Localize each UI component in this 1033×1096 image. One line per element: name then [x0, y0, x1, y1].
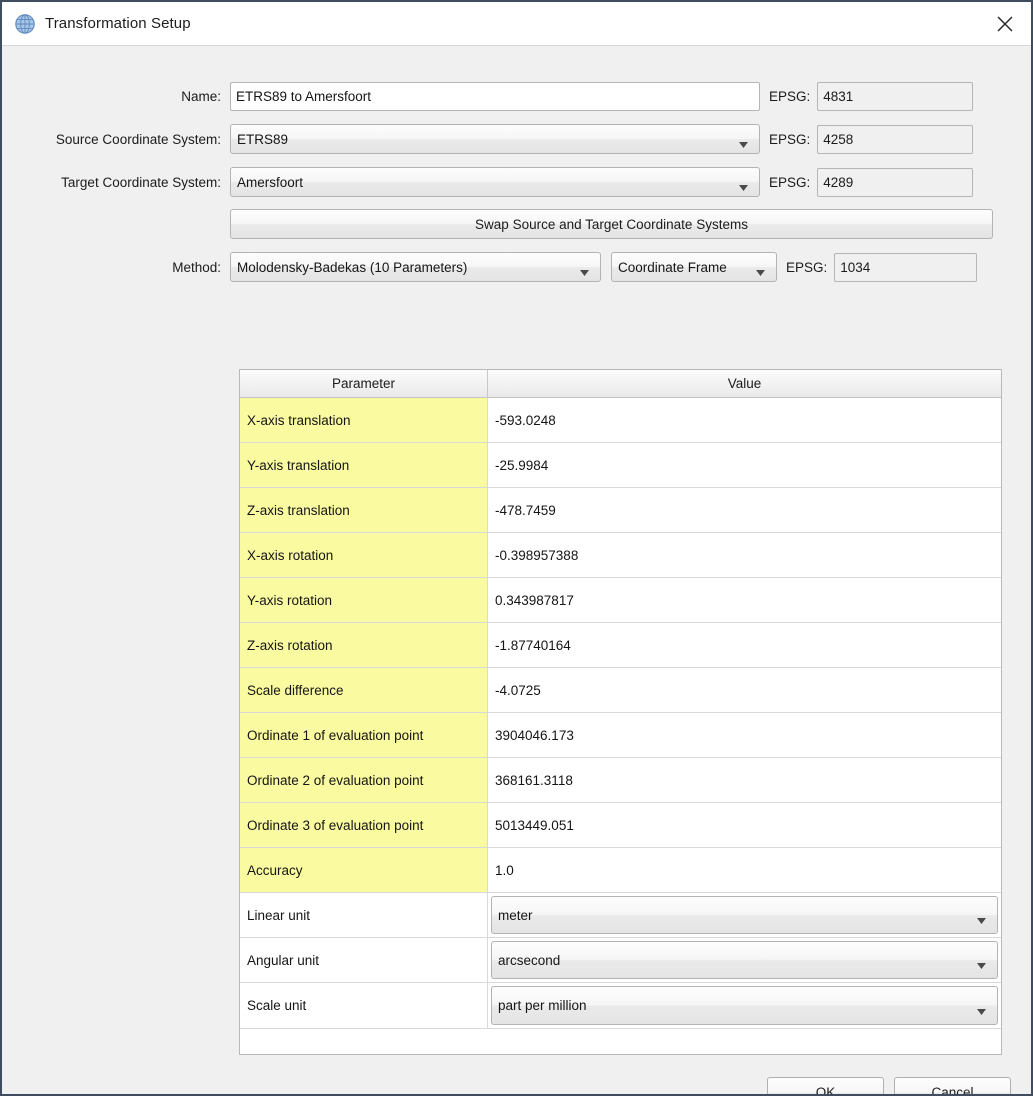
target-coordinate-system-value: Amersfoort [237, 174, 304, 190]
chevron-down-icon [977, 912, 986, 924]
table-row: Linear unit meter [240, 893, 1001, 938]
parameter-name-cell[interactable]: Y-axis rotation [240, 578, 488, 622]
source-coordinate-system-value: ETRS89 [237, 131, 289, 147]
target-epsg-value[interactable]: 4289 [817, 167, 974, 197]
ok-button[interactable]: OK [767, 1077, 884, 1094]
name-epsg-value[interactable]: 4831 [817, 82, 974, 111]
name-row: Name: ETRS89 to Amersfoort EPSG: 4831 [2, 82, 1031, 111]
title-bar: Transformation Setup [2, 2, 1031, 46]
table-body: X-axis translation -593.0248 Y-axis transl… [240, 398, 1001, 1028]
chevron-down-icon [977, 1003, 986, 1015]
method-row: Method: Molodensky-Badekas (10 Parameter… [2, 252, 1031, 282]
method-label: Method: [172, 259, 221, 275]
method-epsg-value[interactable]: 1034 [834, 252, 978, 282]
parameter-name-cell[interactable]: Scale unit [240, 983, 488, 1028]
source-coordinate-system-label: Source Coordinate System: [55, 131, 221, 147]
parameter-name-cell[interactable]: Z-axis rotation [240, 623, 488, 667]
table-row: Y-axis rotation 0.343987817 [240, 578, 1001, 623]
chevron-down-icon [739, 136, 748, 148]
target-coordinate-system-label: Target Coordinate System: [61, 174, 221, 190]
unit-select-value: arcsecond [498, 952, 561, 968]
name-epsg-label: EPSG: [769, 89, 811, 104]
method-select[interactable]: Molodensky-Badekas (10 Parameters) [230, 252, 601, 282]
globe-icon [14, 13, 36, 35]
chevron-down-icon [739, 179, 748, 191]
unit-select[interactable]: arcsecond [491, 941, 998, 979]
parameter-name-cell[interactable]: Angular unit [240, 938, 488, 982]
parameter-name-cell[interactable]: Linear unit [240, 893, 488, 937]
table-row: Scale difference -4.0725 [240, 668, 1001, 713]
cancel-button[interactable]: Cancel [894, 1077, 1011, 1094]
chevron-down-icon [580, 264, 589, 276]
parameter-value-cell[interactable]: -478.7459 [488, 488, 1001, 532]
chevron-down-icon [977, 957, 986, 969]
parameter-name-cell[interactable]: Ordinate 1 of evaluation point [240, 713, 488, 757]
table-row: Angular unit arcsecond [240, 938, 1001, 983]
parameter-name-cell[interactable]: Ordinate 2 of evaluation point [240, 758, 488, 802]
parameter-name-cell[interactable]: Y-axis translation [240, 443, 488, 487]
table-row: Ordinate 3 of evaluation point 5013449.05… [240, 803, 1001, 848]
table-row: Ordinate 1 of evaluation point 3904046.17… [240, 713, 1001, 758]
source-coordinate-system-row: Source Coordinate System: ETRS89 EPSG: 4… [2, 124, 1031, 154]
table-row: Accuracy 1.0 [240, 848, 1001, 893]
parameter-value-cell[interactable]: arcsecond [488, 938, 1001, 982]
parameter-value-cell[interactable]: 3904046.173 [488, 713, 1001, 757]
method-value: Molodensky-Badekas (10 Parameters) [237, 259, 468, 275]
parameter-table: Parameter Value X-axis translation -593.0… [239, 369, 1002, 1055]
parameter-name-cell[interactable]: X-axis translation [240, 398, 488, 442]
close-icon[interactable] [979, 2, 1031, 45]
unit-select[interactable]: meter [491, 896, 998, 934]
swap-source-target-button[interactable]: Swap Source and Target Coordinate System… [230, 209, 993, 239]
name-label: Name: [181, 89, 221, 104]
parameter-name-cell[interactable]: Accuracy [240, 848, 488, 892]
parameter-name-cell[interactable]: Ordinate 3 of evaluation point [240, 803, 488, 847]
table-header-row: Parameter Value [240, 370, 1001, 398]
parameter-name-cell[interactable]: Scale difference [240, 668, 488, 712]
parameter-value-cell[interactable]: -25.9984 [488, 443, 1001, 487]
chevron-down-icon [756, 264, 765, 276]
parameter-value-cell[interactable]: part per million [488, 983, 1001, 1028]
swap-row: Swap Source and Target Coordinate System… [2, 209, 1031, 239]
source-coordinate-system-select[interactable]: ETRS89 [230, 124, 760, 154]
parameter-value-cell[interactable]: -0.398957388 [488, 533, 1001, 577]
table-row: Ordinate 2 of evaluation point 368161.311… [240, 758, 1001, 803]
table-row: X-axis rotation -0.398957388 [240, 533, 1001, 578]
window-title: Transformation Setup [45, 15, 191, 32]
column-header-value[interactable]: Value [727, 376, 762, 391]
parameter-value-cell[interactable]: -4.0725 [488, 668, 1001, 712]
table-row: Scale unit part per million [240, 983, 1001, 1028]
table-row: X-axis translation -593.0248 [240, 398, 1001, 443]
dialog-body: Name: ETRS89 to Amersfoort EPSG: 4831 So… [2, 82, 1031, 1094]
parameter-value-cell[interactable]: -593.0248 [488, 398, 1001, 442]
parameter-value-cell[interactable]: meter [488, 893, 1001, 937]
parameter-name-cell[interactable]: Z-axis translation [240, 488, 488, 532]
column-header-parameter[interactable]: Parameter [240, 370, 488, 397]
table-row: Y-axis translation -25.9984 [240, 443, 1001, 488]
table-row: Z-axis rotation -1.87740164 [240, 623, 1001, 668]
dialog-button-bar: OK Cancel [767, 1077, 1011, 1094]
parameter-value-cell[interactable]: 368161.3118 [488, 758, 1001, 802]
parameter-value-cell[interactable]: -1.87740164 [488, 623, 1001, 667]
parameter-value-cell[interactable]: 0.343987817 [488, 578, 1001, 622]
parameter-value-cell[interactable]: 1.0 [488, 848, 1001, 892]
method-variant-value: Coordinate Frame [618, 259, 727, 275]
parameter-name-cell[interactable]: X-axis rotation [240, 533, 488, 577]
method-epsg-label: EPSG: [786, 259, 828, 275]
table-empty-row [240, 1028, 1001, 1054]
source-epsg-label: EPSG: [769, 131, 811, 147]
source-epsg-value[interactable]: 4258 [817, 124, 974, 154]
target-coordinate-system-select[interactable]: Amersfoort [230, 167, 760, 197]
unit-select-value: part per million [498, 998, 587, 1013]
unit-select-value: meter [498, 907, 533, 923]
method-variant-select[interactable]: Coordinate Frame [611, 252, 777, 282]
target-coordinate-system-row: Target Coordinate System: Amersfoort EPS… [2, 167, 1031, 197]
table-row: Z-axis translation -478.7459 [240, 488, 1001, 533]
name-input[interactable]: ETRS89 to Amersfoort [230, 82, 760, 111]
target-epsg-label: EPSG: [769, 174, 811, 190]
unit-select[interactable]: part per million [491, 986, 998, 1025]
parameter-value-cell[interactable]: 5013449.051 [488, 803, 1001, 847]
